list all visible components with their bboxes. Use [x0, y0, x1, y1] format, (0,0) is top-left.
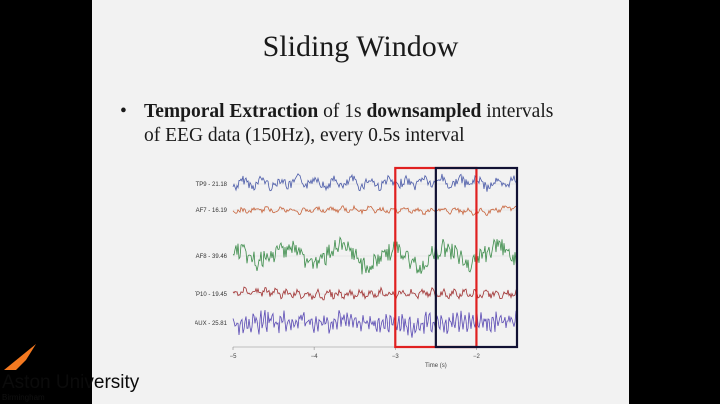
eeg-trace [232, 236, 518, 275]
x-tick-label: −3 [392, 354, 400, 360]
x-tick-label: −5 [230, 354, 238, 360]
channel-label: ght AUX - 25.81 [195, 321, 228, 327]
bullet-line-2: of EEG data (150Hz), every 0.5s interval [144, 125, 465, 146]
bullet-line-1: Temporal Extraction of 1s downsampled in… [144, 100, 553, 124]
aston-flag-icon [4, 344, 36, 370]
slide: Sliding Window • Temporal Extraction of … [92, 0, 629, 404]
bullet-bold-1: Temporal Extraction [144, 101, 319, 122]
eeg-chart: −5 −4 −3 −2 Time (s) TP9 - 21.18 AF7 - 16.19 AF… [195, 166, 519, 369]
eeg-trace [232, 204, 518, 217]
x-tick-label: −2 [473, 354, 481, 360]
channel-label: AF8 - 39.46 [196, 254, 228, 260]
bullet-marker: • [120, 101, 127, 122]
logo-subtitle: Birmingham [2, 393, 45, 402]
bullet-text-1: of 1s [318, 101, 367, 122]
x-axis-label: Time (s) [425, 363, 447, 369]
logo-name: Aston University [2, 372, 140, 393]
bullet-bold-2: downsampled [366, 101, 482, 122]
eeg-trace [232, 309, 518, 338]
eeg-trace [232, 173, 518, 192]
x-tick-label: −4 [311, 354, 319, 360]
channel-label: TP9 - 21.18 [196, 182, 228, 188]
black-window-rect [434, 166, 519, 349]
slide-title: Sliding Window [262, 30, 459, 63]
channel-label: AF7 - 16.19 [196, 208, 228, 214]
eeg-trace [232, 286, 518, 301]
bullet-text-2: intervals [481, 101, 554, 122]
channel-label: TP10 - 19.45 [195, 292, 228, 298]
